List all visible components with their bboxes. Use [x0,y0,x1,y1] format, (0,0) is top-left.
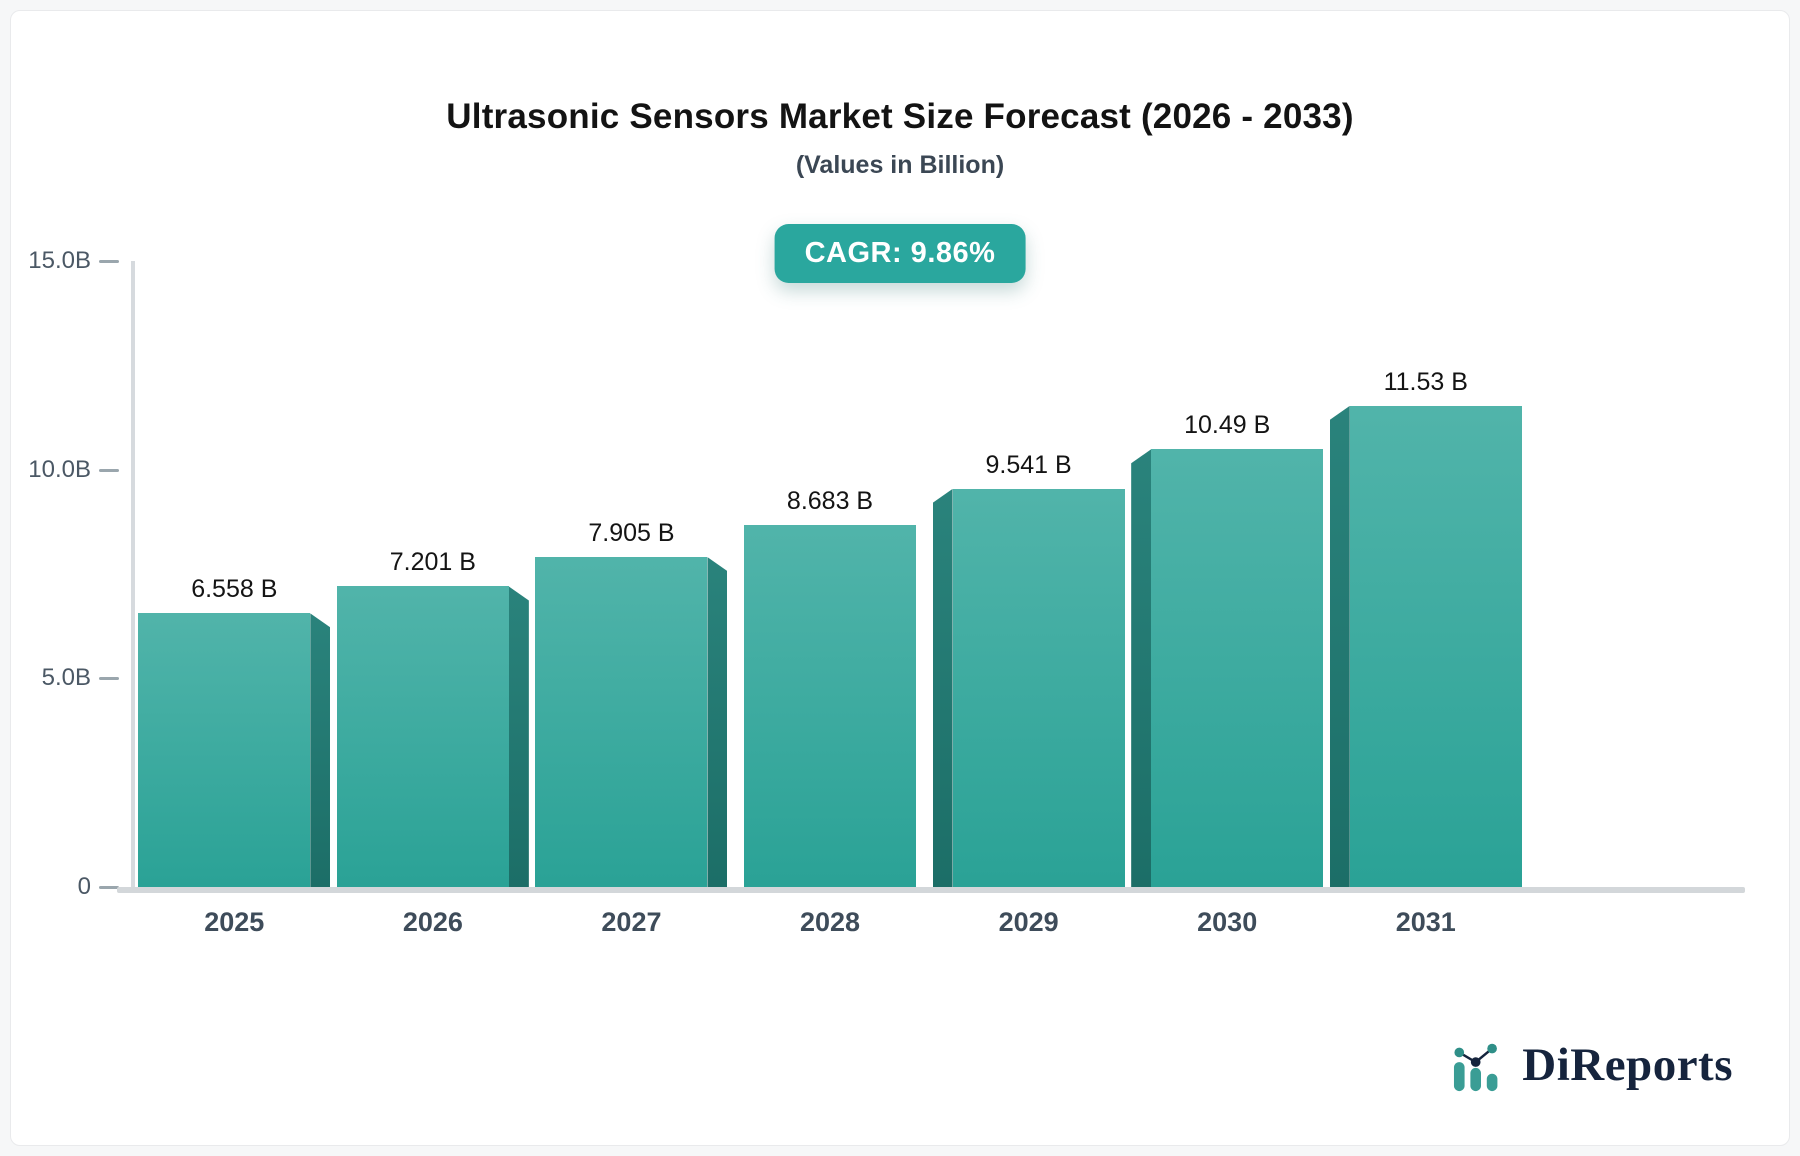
bar-2030 [1131,449,1324,887]
chart-card: Ultrasonic Sensors Market Size Forecast … [10,10,1790,1146]
bar-value-label: 9.541 B [985,450,1072,479]
y-tick-mark [99,677,119,681]
brand-logo: DiReports [1452,1037,1733,1093]
y-tick-label: 10.0B [28,455,91,483]
bar-column-2031: 11.53 B [1326,261,1525,887]
bar-2026 [336,586,529,887]
bar-column-2026: 7.201 B [334,261,533,887]
bar-2028 [744,524,917,887]
bar-value-label: 6.558 B [191,575,278,604]
bar-2025 [138,613,331,887]
x-axis-label-2027: 2027 [601,907,662,937]
bar-face [744,524,917,887]
bar-value-label: 11.53 B [1383,367,1468,396]
y-tick-label: 0 [77,873,91,900]
bar-2029 [932,488,1125,887]
bar-2027 [535,557,728,887]
x-axis-label-2028: 2028 [799,907,861,937]
bar-column-2029: 9.541 B [929,261,1128,887]
bar-column-2027: 7.905 B [532,261,731,887]
bar-face [952,488,1125,887]
bar-face [1349,405,1522,887]
bar-value-label: 10.49 B [1184,411,1271,440]
bar-side-shadow [1131,449,1152,887]
bar-face [336,586,509,887]
bar-face [1151,449,1324,887]
brand-name: DiReports [1522,1039,1733,1091]
bar-value-label: 8.683 B [786,486,874,515]
bar-side-shadow [508,586,529,887]
bar-side-shadow [932,488,953,887]
x-axis-label-2029: 2029 [998,907,1059,937]
bar-column-2025: 6.558 B [135,261,334,887]
bar-face [138,613,311,887]
mini-bar-chart-icon [1454,1043,1498,1092]
chart-subtitle: (Values in Billion) [795,151,1005,179]
bar-side-shadow [310,613,331,887]
x-axis-label-2026: 2026 [402,907,463,937]
y-axis-line [131,261,135,889]
chart-title: Ultrasonic Sensors Market Size Forecast … [446,97,1354,136]
bar-column-2028: 8.683 B [731,261,930,887]
y-tick-label: 5.0B [41,664,91,692]
bar-side-shadow [1329,405,1350,887]
bar-side-shadow [707,557,728,887]
bar-column-2030: 10.49 B [1128,261,1327,887]
x-axis-label-2030: 2030 [1197,907,1258,937]
bar-2031 [1329,405,1522,887]
y-tick-label: 15.0B [28,247,91,274]
x-axis-line [117,887,1745,893]
x-axis-label-2025: 2025 [204,907,265,937]
bar-value-label: 7.905 B [588,519,675,548]
x-axis-label-2031: 2031 [1395,907,1456,937]
cagr-badge: CAGR: 9.86% [774,224,1026,283]
y-tick-mark [99,260,119,263]
y-tick-mark [99,468,119,472]
y-tick-mark [99,886,119,889]
x-axis-labels: 2025 2026 2027 2028 2029 2030 2031 [135,907,1525,938]
bar-face [535,557,708,887]
bar-value-label: 7.201 B [389,548,476,577]
bars-row: 6.558 B 7.201 B 7.905 B 8.683 B 9.541 B 10.49… [135,261,1525,887]
